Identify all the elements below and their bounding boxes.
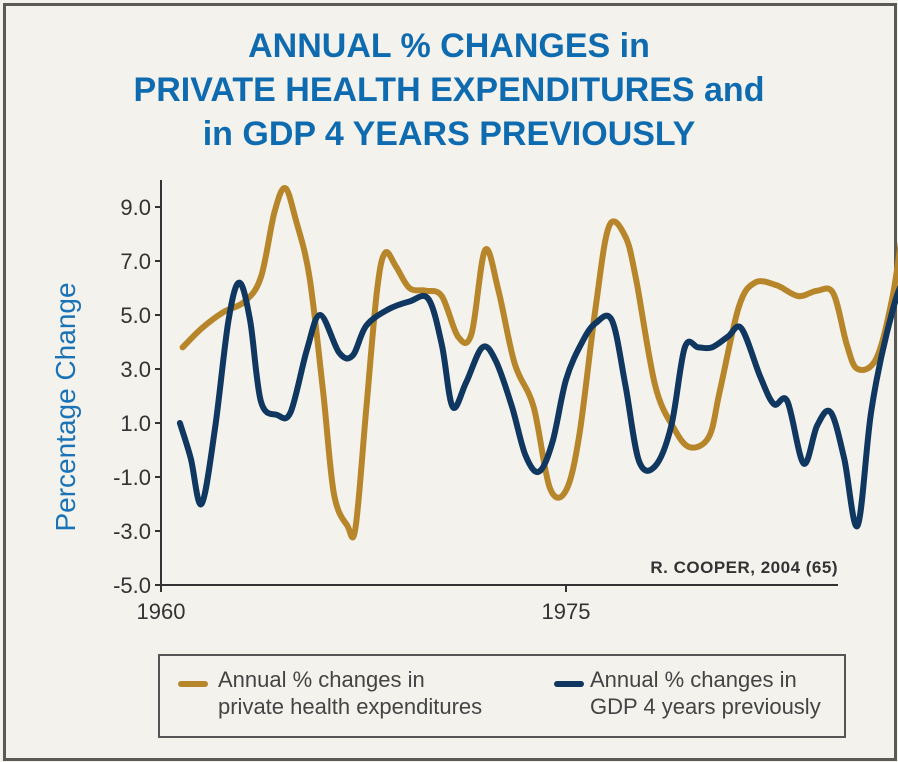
y-tick-label: 5.0 [120, 303, 151, 328]
y-tick-label: 3.0 [120, 357, 151, 382]
y-tick-label: -5.0 [113, 573, 151, 598]
y-axis-label: Percentage Change [50, 282, 81, 532]
title-line-1: ANNUAL % CHANGES in [248, 27, 650, 65]
chart-legend: Annual % changes in private health expen… [158, 654, 846, 738]
legend-swatch-gdp [554, 681, 584, 687]
chart-series [176, 185, 898, 541]
x-tick-label: 1960 [137, 599, 186, 624]
y-tick-label: 9.0 [120, 195, 151, 220]
legend-label-line: Annual % changes in [218, 667, 425, 692]
chart-axes: 9.07.05.03.01.0-1.0-3.0-5.01960197519902… [113, 180, 838, 624]
source-credit: R. COOPER, 2004 (65) [650, 558, 838, 577]
legend-label-line: private health expenditures [218, 694, 483, 719]
legend-swatch-private-health [178, 681, 208, 687]
title-line-2: PRIVATE HEALTH EXPENDITURES and [133, 71, 765, 109]
legend-label-gdp: Annual % changes in GDP 4 years previous… [590, 666, 821, 720]
x-tick-label: 1975 [542, 599, 591, 624]
legend-label-line: GDP 4 years previously [590, 694, 821, 719]
legend-label-line: Annual % changes in [590, 667, 797, 692]
y-tick-label: 1.0 [120, 411, 151, 436]
series-line-gdp [176, 279, 898, 530]
y-tick-label: -3.0 [113, 519, 151, 544]
y-tick-label: 7.0 [120, 249, 151, 274]
y-tick-label: -1.0 [113, 465, 151, 490]
title-line-3: in GDP 4 YEARS PREVIOUSLY [202, 115, 696, 153]
legend-label-private-health: Annual % changes in private health expen… [218, 666, 482, 720]
series-line-private-health [179, 185, 898, 541]
chart-title: ANNUAL % CHANGES in PRIVATE HEALTH EXPEN… [0, 24, 898, 156]
